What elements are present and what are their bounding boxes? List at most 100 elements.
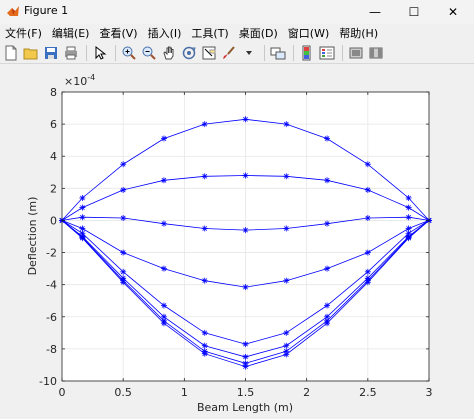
y-tick-label: 6 bbox=[50, 118, 57, 131]
title-bar: Figure 1 — ☐ ✕ bbox=[0, 0, 474, 24]
open-file-icon[interactable] bbox=[22, 44, 40, 62]
y-tick-label: 4 bbox=[50, 150, 57, 163]
data-point bbox=[405, 194, 412, 201]
toolbar-separator bbox=[342, 44, 343, 61]
window-title: Figure 1 bbox=[24, 4, 69, 17]
minimize-button[interactable]: — bbox=[369, 5, 381, 19]
zoom-out-icon[interactable] bbox=[140, 44, 158, 62]
data-point bbox=[283, 121, 290, 128]
pan-icon[interactable] bbox=[160, 44, 178, 62]
data-point bbox=[160, 135, 167, 142]
y-tick-label: 8 bbox=[50, 86, 57, 99]
print-icon[interactable] bbox=[62, 44, 80, 62]
figure-canvas: 0 0.5 1 1.5 2 2.5 3 -10 -8 -6 -4 -2 0 2 4 6 8 ×10-4 Bea… bbox=[0, 65, 474, 419]
y-tick-label: -2 bbox=[46, 247, 57, 260]
link-plot-icon[interactable] bbox=[269, 44, 287, 62]
x-tick-label: 2.5 bbox=[359, 386, 377, 399]
data-point bbox=[283, 351, 290, 358]
data-point bbox=[160, 220, 167, 227]
figure-toolbar bbox=[0, 42, 474, 64]
x-tick-label: 0 bbox=[59, 386, 66, 399]
data-point bbox=[324, 220, 331, 227]
data-point bbox=[120, 161, 127, 168]
exponent-label: ×10-4 bbox=[64, 73, 95, 88]
data-point bbox=[324, 265, 331, 272]
y-tick-label: -6 bbox=[46, 311, 57, 324]
data-point bbox=[242, 341, 249, 348]
data-point bbox=[120, 249, 127, 256]
y-tick-label: 0 bbox=[50, 214, 57, 227]
x-tick-label: 0.5 bbox=[114, 386, 132, 399]
data-point bbox=[79, 194, 86, 201]
menu-file[interactable]: 文件(F) bbox=[5, 27, 42, 40]
data-point bbox=[324, 302, 331, 309]
y-tick-label: -8 bbox=[46, 343, 57, 356]
menu-view[interactable]: 查看(V) bbox=[99, 27, 138, 40]
data-point bbox=[201, 173, 208, 180]
menu-edit[interactable]: 编辑(E) bbox=[51, 27, 90, 40]
data-point bbox=[160, 177, 167, 184]
zoom-in-icon[interactable] bbox=[120, 44, 138, 62]
data-point bbox=[283, 225, 290, 232]
brush-icon[interactable] bbox=[220, 44, 238, 62]
maximize-button[interactable]: ☐ bbox=[408, 5, 420, 19]
menu-tools[interactable]: 工具(T) bbox=[191, 27, 229, 40]
data-point bbox=[242, 116, 249, 123]
series-8 bbox=[59, 217, 432, 370]
data-point bbox=[324, 320, 331, 327]
toolbar-separator bbox=[264, 44, 265, 61]
data-point bbox=[405, 214, 412, 221]
legend-icon[interactable] bbox=[318, 44, 336, 62]
data-point bbox=[120, 268, 127, 275]
toolbar-separator bbox=[293, 44, 294, 61]
matlab-app-icon bbox=[7, 6, 19, 16]
colorbar-icon[interactable] bbox=[298, 44, 316, 62]
brush-dropdown-icon[interactable] bbox=[240, 44, 258, 62]
menu-desktop[interactable]: 桌面(D) bbox=[238, 27, 278, 40]
data-point bbox=[283, 342, 290, 349]
data-point bbox=[405, 204, 412, 211]
deflection-chart: 0 0.5 1 1.5 2 2.5 3 -10 -8 -6 -4 -2 0 2 4 6 8 ×10-4 Bea… bbox=[26, 73, 433, 414]
save-icon[interactable] bbox=[42, 44, 60, 62]
data-point bbox=[201, 225, 208, 232]
hide-plot-tools-icon[interactable] bbox=[347, 44, 365, 62]
data-point bbox=[324, 135, 331, 142]
data-point bbox=[364, 215, 371, 222]
data-point bbox=[201, 342, 208, 349]
menu-help[interactable]: 帮助(H) bbox=[339, 27, 379, 40]
data-point bbox=[201, 121, 208, 128]
y-axis-ticks: -10 -8 -6 -4 -2 0 2 4 6 8 bbox=[39, 86, 429, 388]
series-group bbox=[59, 116, 432, 370]
data-point bbox=[242, 284, 249, 291]
data-point bbox=[201, 329, 208, 336]
data-point bbox=[364, 186, 371, 193]
close-button[interactable]: ✕ bbox=[447, 5, 459, 19]
edit-plot-icon[interactable] bbox=[91, 44, 109, 62]
data-point bbox=[364, 249, 371, 256]
data-point bbox=[79, 235, 86, 242]
x-axis-ticks: 0 0.5 1 1.5 2 2.5 3 bbox=[59, 92, 433, 399]
data-point bbox=[201, 277, 208, 284]
data-cursor-icon[interactable] bbox=[200, 44, 218, 62]
data-point bbox=[283, 277, 290, 284]
x-tick-label: 2 bbox=[303, 386, 310, 399]
data-point bbox=[324, 177, 331, 184]
data-point bbox=[160, 302, 167, 309]
data-point bbox=[242, 227, 249, 234]
data-point bbox=[160, 313, 167, 320]
new-figure-icon[interactable] bbox=[2, 44, 20, 62]
menu-window[interactable]: 窗口(W) bbox=[287, 27, 330, 40]
menu-bar: 文件(F) 编辑(E) 查看(V) 插入(I) 工具(T) 桌面(D) 窗口(W… bbox=[0, 24, 474, 42]
data-point bbox=[242, 363, 249, 370]
show-plot-tools-icon[interactable] bbox=[367, 44, 385, 62]
menu-insert[interactable]: 插入(I) bbox=[147, 27, 182, 40]
data-point bbox=[242, 353, 249, 360]
data-point bbox=[120, 279, 127, 286]
data-point bbox=[79, 204, 86, 211]
data-point bbox=[364, 279, 371, 286]
rotate-3d-icon[interactable] bbox=[180, 44, 198, 62]
data-point bbox=[120, 186, 127, 193]
y-axis-title: Deflection (m) bbox=[26, 197, 39, 276]
data-point bbox=[364, 268, 371, 275]
x-axis-title: Beam Length (m) bbox=[197, 401, 293, 414]
